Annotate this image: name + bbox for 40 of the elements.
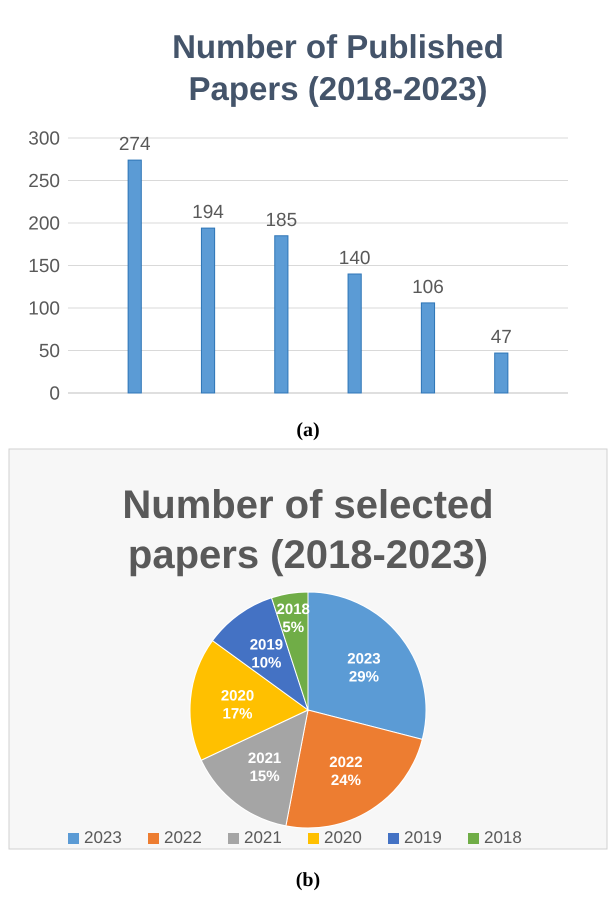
bar (348, 274, 362, 394)
data-label: 15% (250, 768, 280, 785)
y-tick-label: 0 (49, 384, 60, 405)
y-tick-label: 250 (28, 171, 60, 192)
data-label: 140 (338, 248, 371, 269)
slice-label: 2021 (248, 750, 282, 767)
y-tick-label: 50 (38, 341, 60, 362)
data-label: 24% (330, 772, 361, 789)
slice-label: 2019 (250, 636, 284, 654)
data-label: 17% (222, 705, 253, 722)
slice-label: 2022 (329, 754, 363, 771)
y-tick-label: 300 (28, 128, 60, 150)
text: (a) (296, 419, 320, 441)
slice-label: 2020 (220, 687, 254, 704)
y-tick-label: 100 (28, 298, 60, 320)
data-label: 29% (348, 668, 379, 686)
bar (128, 160, 142, 394)
bar (420, 302, 436, 394)
data-label: 185 (265, 210, 298, 231)
legend-label: 2020 (324, 828, 362, 847)
bar (494, 352, 508, 394)
data-label: 274 (118, 134, 151, 156)
chart-title: Number of Published Papers (2018-2023) (172, 28, 504, 107)
legend-label: 2018 (484, 828, 522, 847)
text: (b) (296, 869, 320, 891)
data-label: 10% (251, 654, 282, 672)
bar (200, 228, 216, 394)
legend-label: 2023 (84, 828, 122, 847)
legend-label: 2022 (164, 828, 202, 847)
y-tick-label: 200 (28, 214, 60, 235)
data-label: 5% (282, 618, 304, 636)
data-label: 47 (490, 327, 512, 348)
data-label: 194 (192, 202, 224, 224)
legend-label: 2019 (404, 828, 442, 847)
slice-label: 2023 (347, 650, 381, 668)
data-label: 106 (412, 276, 444, 298)
y-tick-label: 150 (28, 256, 60, 278)
legend-label: 2021 (244, 828, 282, 847)
chart-title: Number of selected papers (2018-2023) (122, 483, 494, 577)
bar (274, 235, 288, 394)
